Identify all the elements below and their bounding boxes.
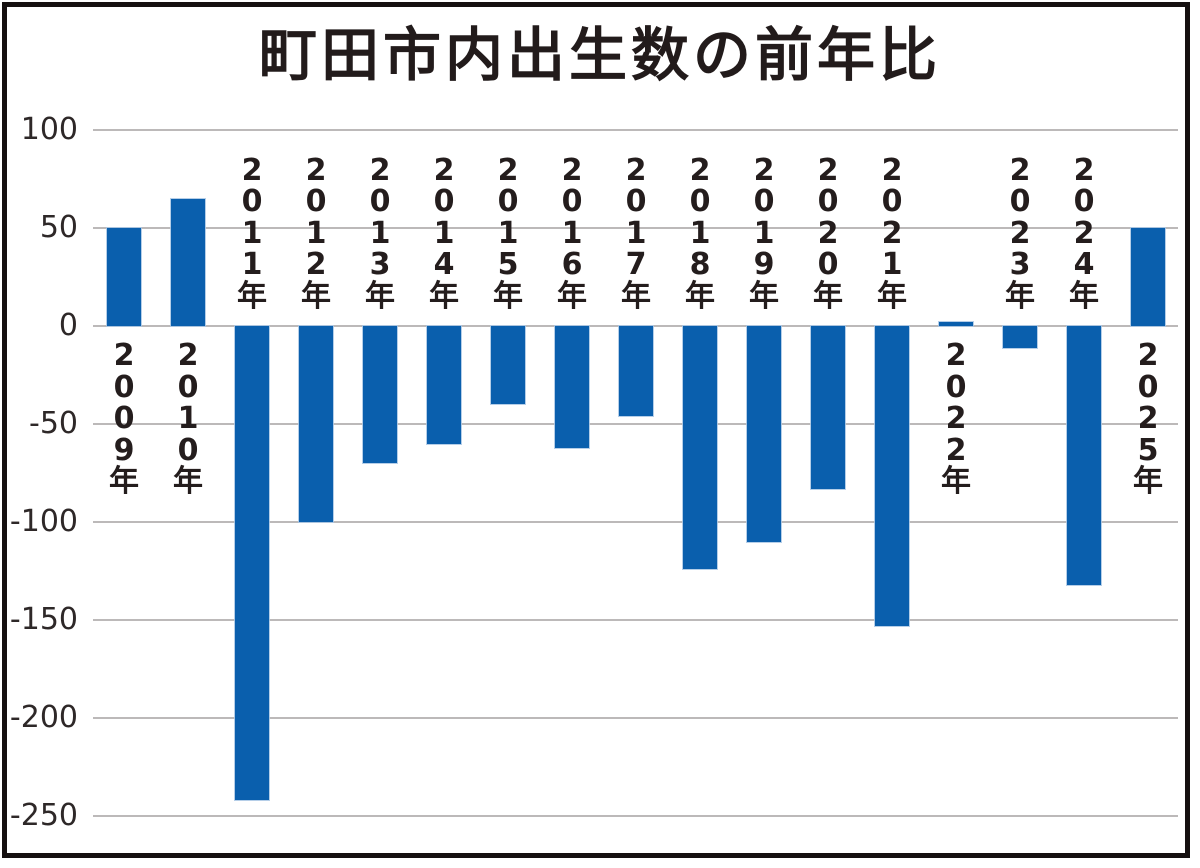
- bar-2013: [363, 326, 397, 464]
- gridline--250: [93, 815, 1178, 817]
- gridline--150: [93, 619, 1178, 621]
- gridline-50: [93, 227, 1178, 229]
- bar-2022: [939, 322, 973, 326]
- bar-2009: [107, 228, 141, 326]
- gridline--100: [93, 521, 1178, 523]
- gridline--50: [93, 423, 1178, 425]
- bar-2011: [235, 326, 269, 801]
- bar-2017: [619, 326, 653, 417]
- y-tick-label--150: -150: [9, 602, 78, 637]
- y-tick-label--200: -200: [9, 700, 78, 735]
- gridline--200: [93, 717, 1178, 719]
- y-tick-label-100: 100: [20, 112, 78, 147]
- bar-2024: [1067, 326, 1101, 585]
- chart-title: 町田市内出生数の前年比: [258, 21, 941, 89]
- bar-2023: [1003, 326, 1037, 348]
- y-tick-label--250: -250: [9, 798, 78, 833]
- y-tick-label--100: -100: [9, 504, 78, 539]
- figure-frame: [2, 2, 1190, 858]
- bar-2010: [171, 198, 205, 326]
- bar-2014: [427, 326, 461, 444]
- bar-2016: [555, 326, 589, 448]
- bar-2025: [1131, 228, 1165, 326]
- bar-2020: [811, 326, 845, 489]
- y-tick-label-0: 0: [58, 308, 78, 343]
- bar-2021: [875, 326, 909, 626]
- bar-2018: [683, 326, 717, 570]
- y-tick-label--50: -50: [29, 406, 78, 441]
- y-tick-label-50: 50: [39, 210, 78, 245]
- gridline-100: [93, 129, 1178, 131]
- bar-2019: [747, 326, 781, 542]
- bar-2015: [491, 326, 525, 405]
- bar-2012: [299, 326, 333, 522]
